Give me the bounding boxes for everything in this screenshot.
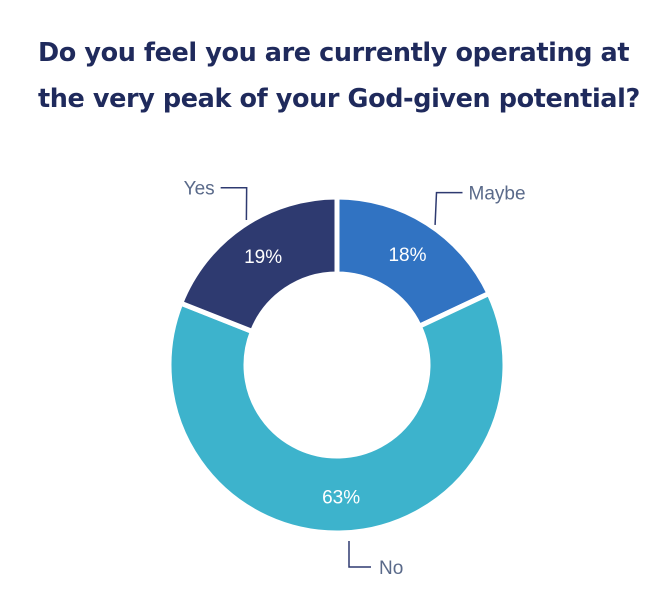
value-label-no: 63% <box>322 487 360 508</box>
value-label-maybe: 18% <box>388 245 426 266</box>
leader-line-maybe <box>434 191 463 225</box>
leader-line-yes <box>220 186 248 220</box>
category-label-yes: Yes <box>184 179 215 200</box>
value-label-yes: 19% <box>244 247 282 268</box>
slice-yes <box>177 194 340 335</box>
category-label-maybe: Maybe <box>469 184 526 205</box>
slice-maybe <box>334 194 493 330</box>
leader-line-no <box>348 541 371 568</box>
category-label-no: No <box>379 558 403 579</box>
chart-title: Do you feel you are currently operating … <box>38 38 640 114</box>
slice-no <box>166 290 508 536</box>
